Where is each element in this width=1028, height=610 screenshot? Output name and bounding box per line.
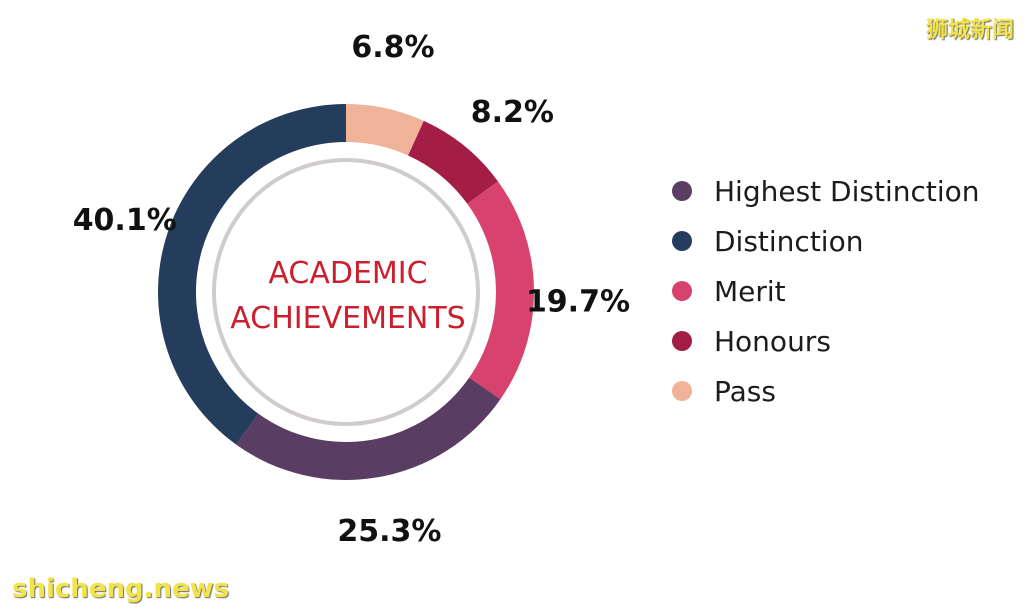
- legend-dot-icon: [672, 231, 692, 251]
- slice-distinction: [157, 104, 346, 445]
- legend-item-highest-distinction: Highest Distinction: [672, 166, 980, 216]
- slice-labels: 6.8% 8.2% 19.7% 25.3% 40.1%: [73, 30, 630, 549]
- legend-dot-icon: [672, 381, 692, 401]
- legend-item-pass: Pass: [672, 366, 980, 416]
- legend-label: Highest Distinction: [714, 174, 980, 208]
- legend-label: Honours: [714, 324, 831, 358]
- legend-dot-icon: [672, 331, 692, 351]
- slice-honours: [408, 120, 498, 204]
- chart-legend: Highest Distinction Distinction Merit Honou…: [672, 166, 980, 416]
- legend-label: Distinction: [714, 224, 864, 258]
- legend-item-honours: Honours: [672, 316, 980, 366]
- legend-item-distinction: Distinction: [672, 216, 980, 266]
- slice-label-pass: 6.8%: [351, 30, 434, 65]
- chart-title-line-1: ACADEMIC: [268, 256, 427, 291]
- legend-label: Merit: [714, 274, 786, 308]
- donut-slices: [157, 104, 534, 480]
- chart-title-line-2: ACHIEVEMENTS: [230, 301, 465, 336]
- slice-pass: [346, 104, 424, 156]
- slice-highest-distinction: [236, 377, 501, 480]
- legend-label: Pass: [714, 374, 776, 408]
- slice-label-highest-distinction: 25.3%: [337, 514, 441, 549]
- slice-label-distinction: 40.1%: [73, 203, 177, 238]
- legend-dot-icon: [672, 181, 692, 201]
- legend-dot-icon: [672, 281, 692, 301]
- watermark-top-right: 狮城新闻: [925, 18, 1014, 43]
- legend-item-merit: Merit: [672, 266, 980, 316]
- watermark-bottom-left: shicheng.news: [12, 574, 230, 604]
- slice-label-honours: 8.2%: [471, 95, 554, 130]
- slice-label-merit: 19.7%: [526, 285, 630, 320]
- inner-circle: [212, 158, 480, 426]
- slice-merit: [467, 181, 534, 400]
